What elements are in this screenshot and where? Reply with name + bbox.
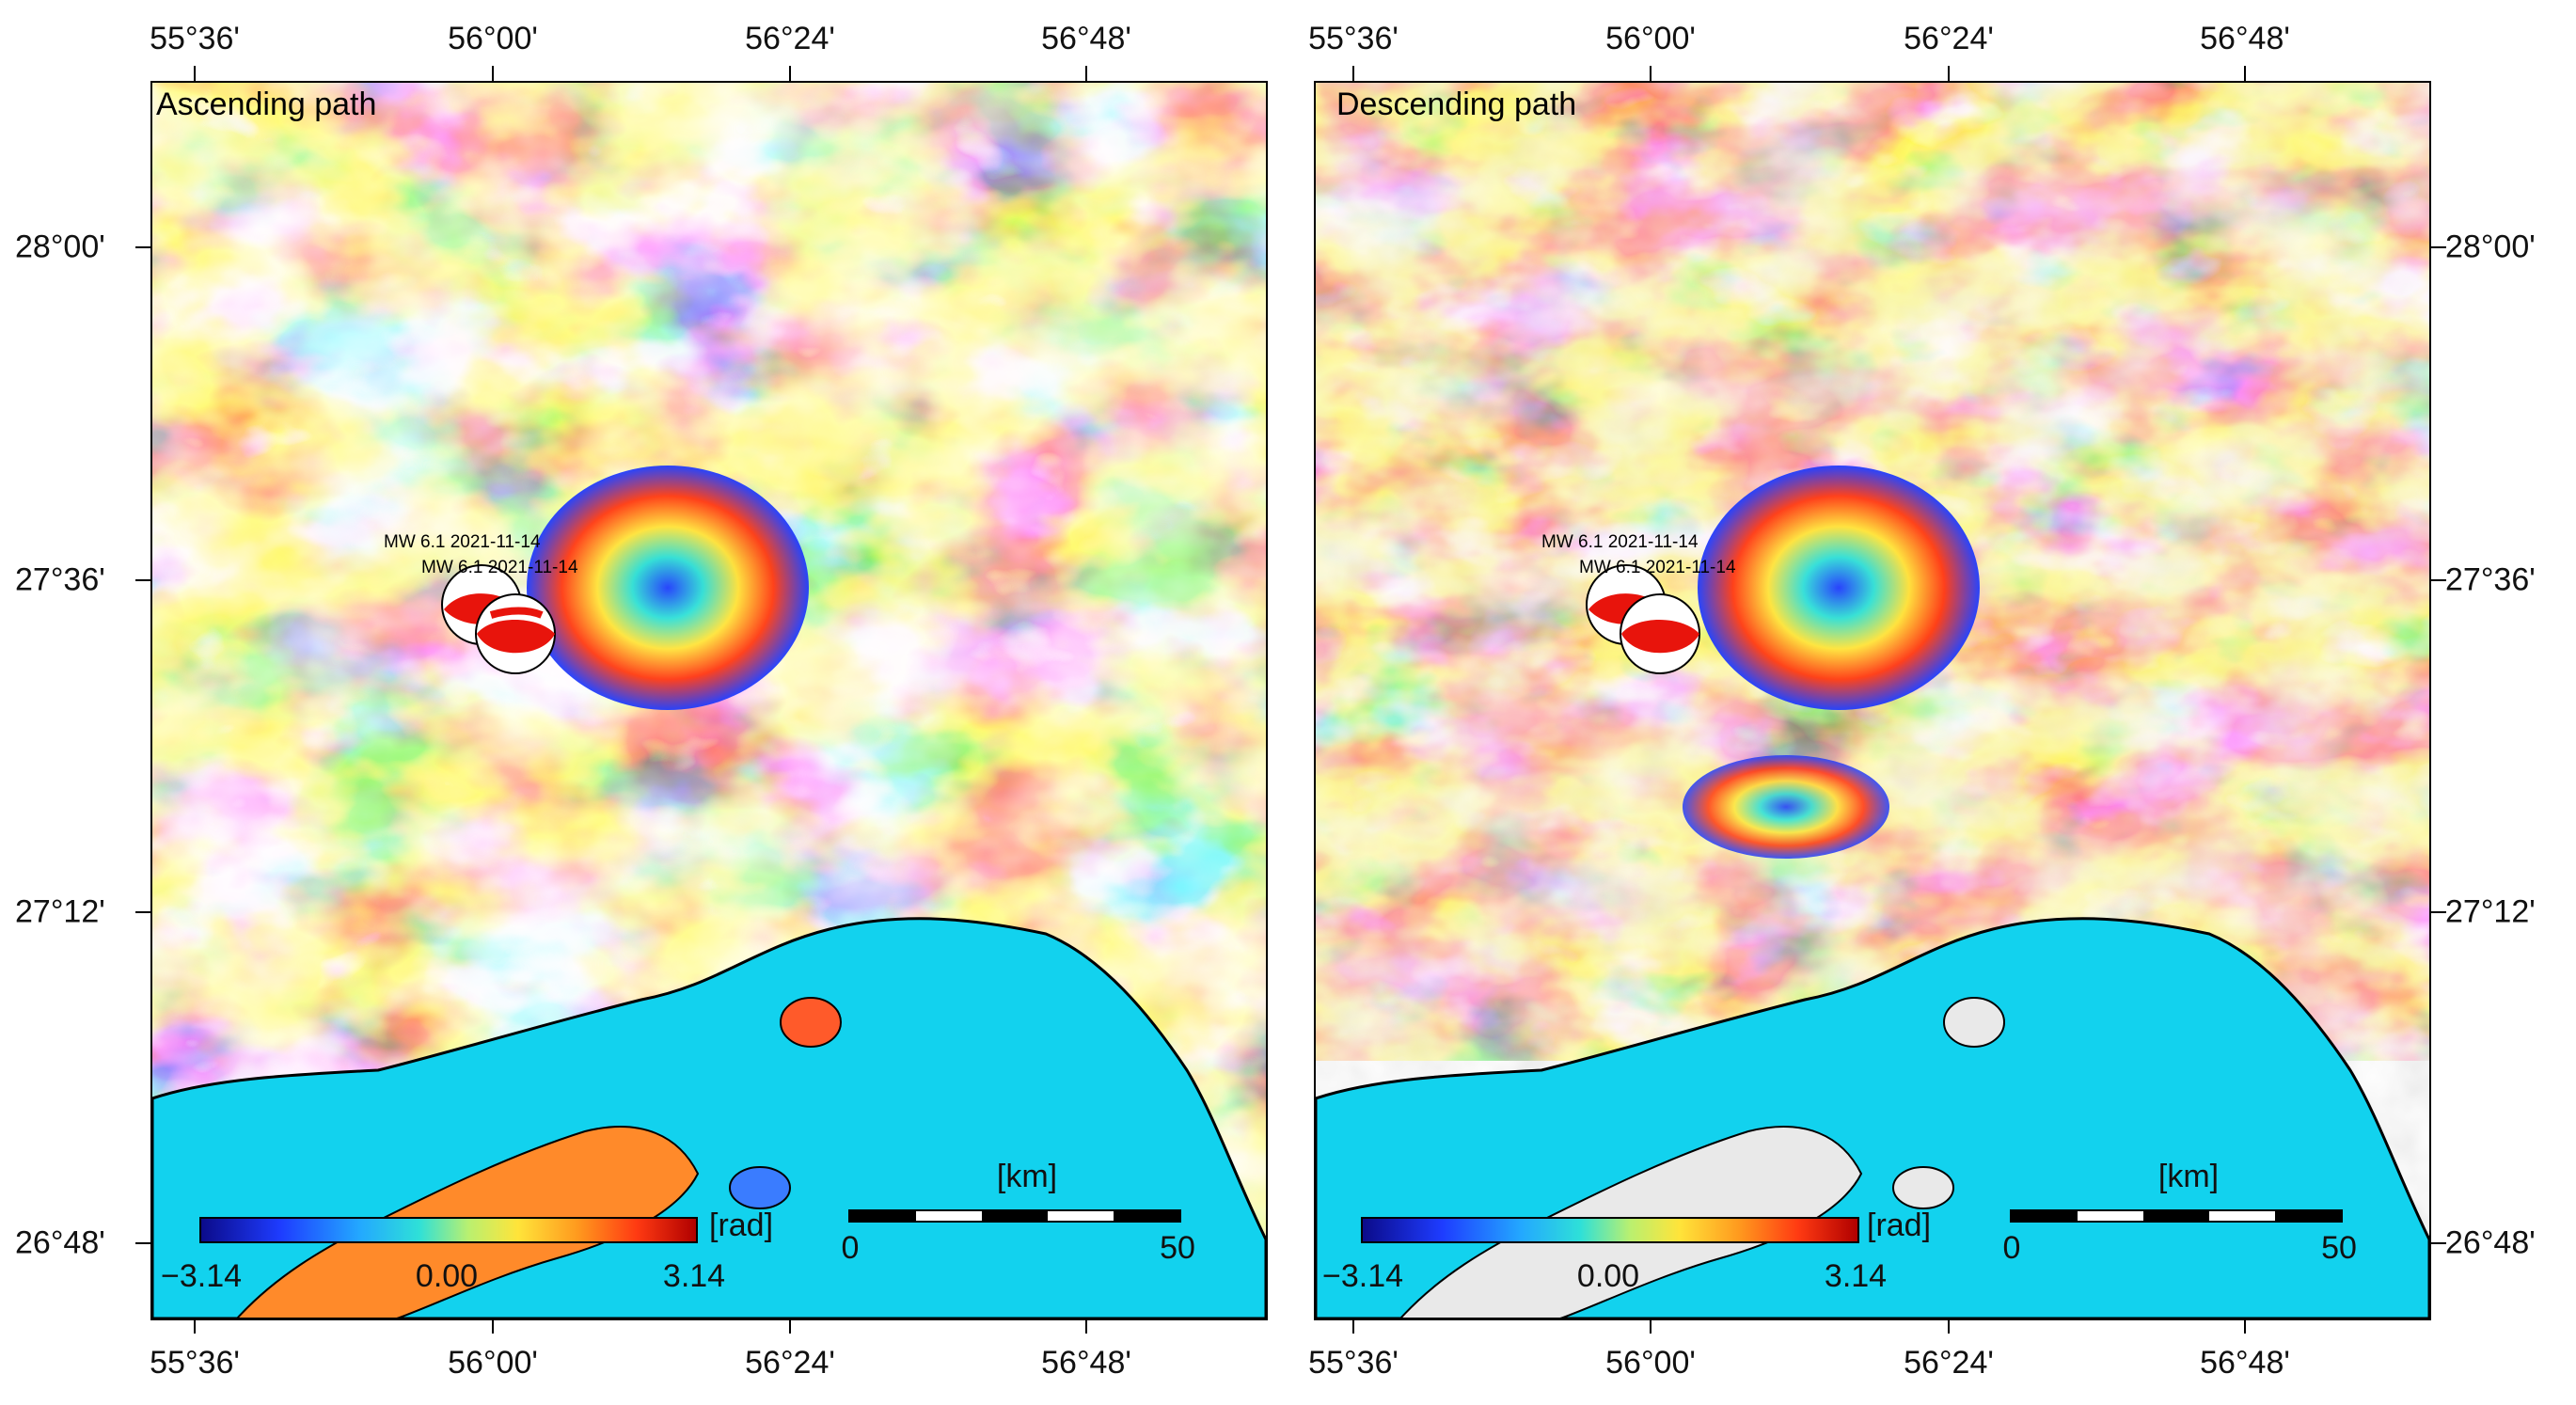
- colorbar-max: 3.14: [1824, 1258, 1888, 1294]
- lon-tick-label: 56°48': [2200, 21, 2290, 56]
- colorbar-unit: [rad]: [709, 1208, 774, 1243]
- panel-title: Descending path: [1336, 87, 1577, 122]
- lon-tick-label: 55°36': [150, 21, 240, 56]
- focal-mechanisms: [441, 564, 556, 674]
- panel-title: Ascending path: [156, 87, 377, 122]
- phase-colorbar: [199, 1217, 698, 1243]
- lon-tick-label: 56°48': [1041, 21, 1131, 56]
- colorbar-max: 3.14: [662, 1258, 726, 1294]
- lat-tick-label: 27°12': [2445, 893, 2536, 930]
- scalebar-start: 0: [2002, 1230, 2021, 1266]
- lat-tick-label: 27°36': [15, 561, 105, 598]
- scalebar-end: 50: [2321, 1230, 2357, 1266]
- lat-tick-label: 26°48': [15, 1224, 105, 1261]
- lon-tick-label: 56°00': [448, 1345, 538, 1381]
- event-label: MW 6.1 2021-11-14: [421, 558, 578, 577]
- phase-colorbar: [1361, 1217, 1859, 1243]
- lon-tick-label: 55°36': [150, 1345, 240, 1381]
- focal-mechanisms: [1586, 564, 1700, 674]
- event-label: MW 6.1 2021-11-14: [1579, 558, 1736, 577]
- beachball-icon: [475, 593, 556, 674]
- colorbar-mid: 0.00: [1576, 1258, 1640, 1294]
- event-label: MW 6.1 2021-11-14: [1541, 532, 1699, 552]
- lat-tick-label: 28°00': [2445, 229, 2536, 265]
- lat-tick-label: 28°00': [15, 229, 105, 265]
- scalebar-end: 50: [1160, 1230, 1195, 1266]
- interferogram-map: Ascending path MW 6.1 2021-11-14 MW 6.1 …: [150, 81, 1268, 1320]
- lat-tick-label: 27°36': [2445, 561, 2536, 598]
- lon-tick-label: 56°00': [1605, 21, 1696, 56]
- colorbar-mid: 0.00: [415, 1258, 479, 1294]
- scalebar: [848, 1209, 1181, 1223]
- lon-tick-label: 55°36': [1308, 1345, 1399, 1381]
- lat-tick-label: 26°48': [2445, 1224, 2536, 1261]
- lon-tick-label: 56°24': [745, 1345, 835, 1381]
- lon-tick-label: 56°24': [1904, 1345, 1994, 1381]
- interferogram-fringes: [1316, 83, 2429, 1318]
- lon-tick-label: 56°24': [1904, 21, 1994, 56]
- colorbar-unit: [rad]: [1867, 1208, 1932, 1243]
- lon-tick-label: 56°24': [745, 21, 835, 56]
- scalebar-unit: [km]: [2157, 1159, 2220, 1194]
- beachball-icon: [1620, 593, 1700, 674]
- lat-tick-label: 27°12': [15, 893, 105, 930]
- lon-tick-label: 56°00': [448, 21, 538, 56]
- interferogram-map: Descending path MW 6.1 2021-11-14 MW 6.1…: [1314, 81, 2431, 1320]
- lon-tick-label: 55°36': [1308, 21, 1399, 56]
- lon-tick-label: 56°48': [2200, 1345, 2290, 1381]
- scalebar: [2010, 1209, 2343, 1223]
- event-label: MW 6.1 2021-11-14: [384, 532, 541, 552]
- colorbar-min: −3.14: [1321, 1258, 1404, 1294]
- lon-tick-label: 56°00': [1605, 1345, 1696, 1381]
- colorbar-min: −3.14: [160, 1258, 243, 1294]
- scalebar-start: 0: [841, 1230, 860, 1266]
- lon-tick-label: 56°48': [1041, 1345, 1131, 1381]
- ascending-panel: 55°36' 56°00' 56°24' 56°48' 55°36' 56°00…: [15, 21, 1268, 1381]
- scalebar-unit: [km]: [996, 1159, 1058, 1194]
- descending-panel: 55°36' 56°00' 56°24' 56°48' 55°36' 56°00…: [1288, 0, 2576, 1405]
